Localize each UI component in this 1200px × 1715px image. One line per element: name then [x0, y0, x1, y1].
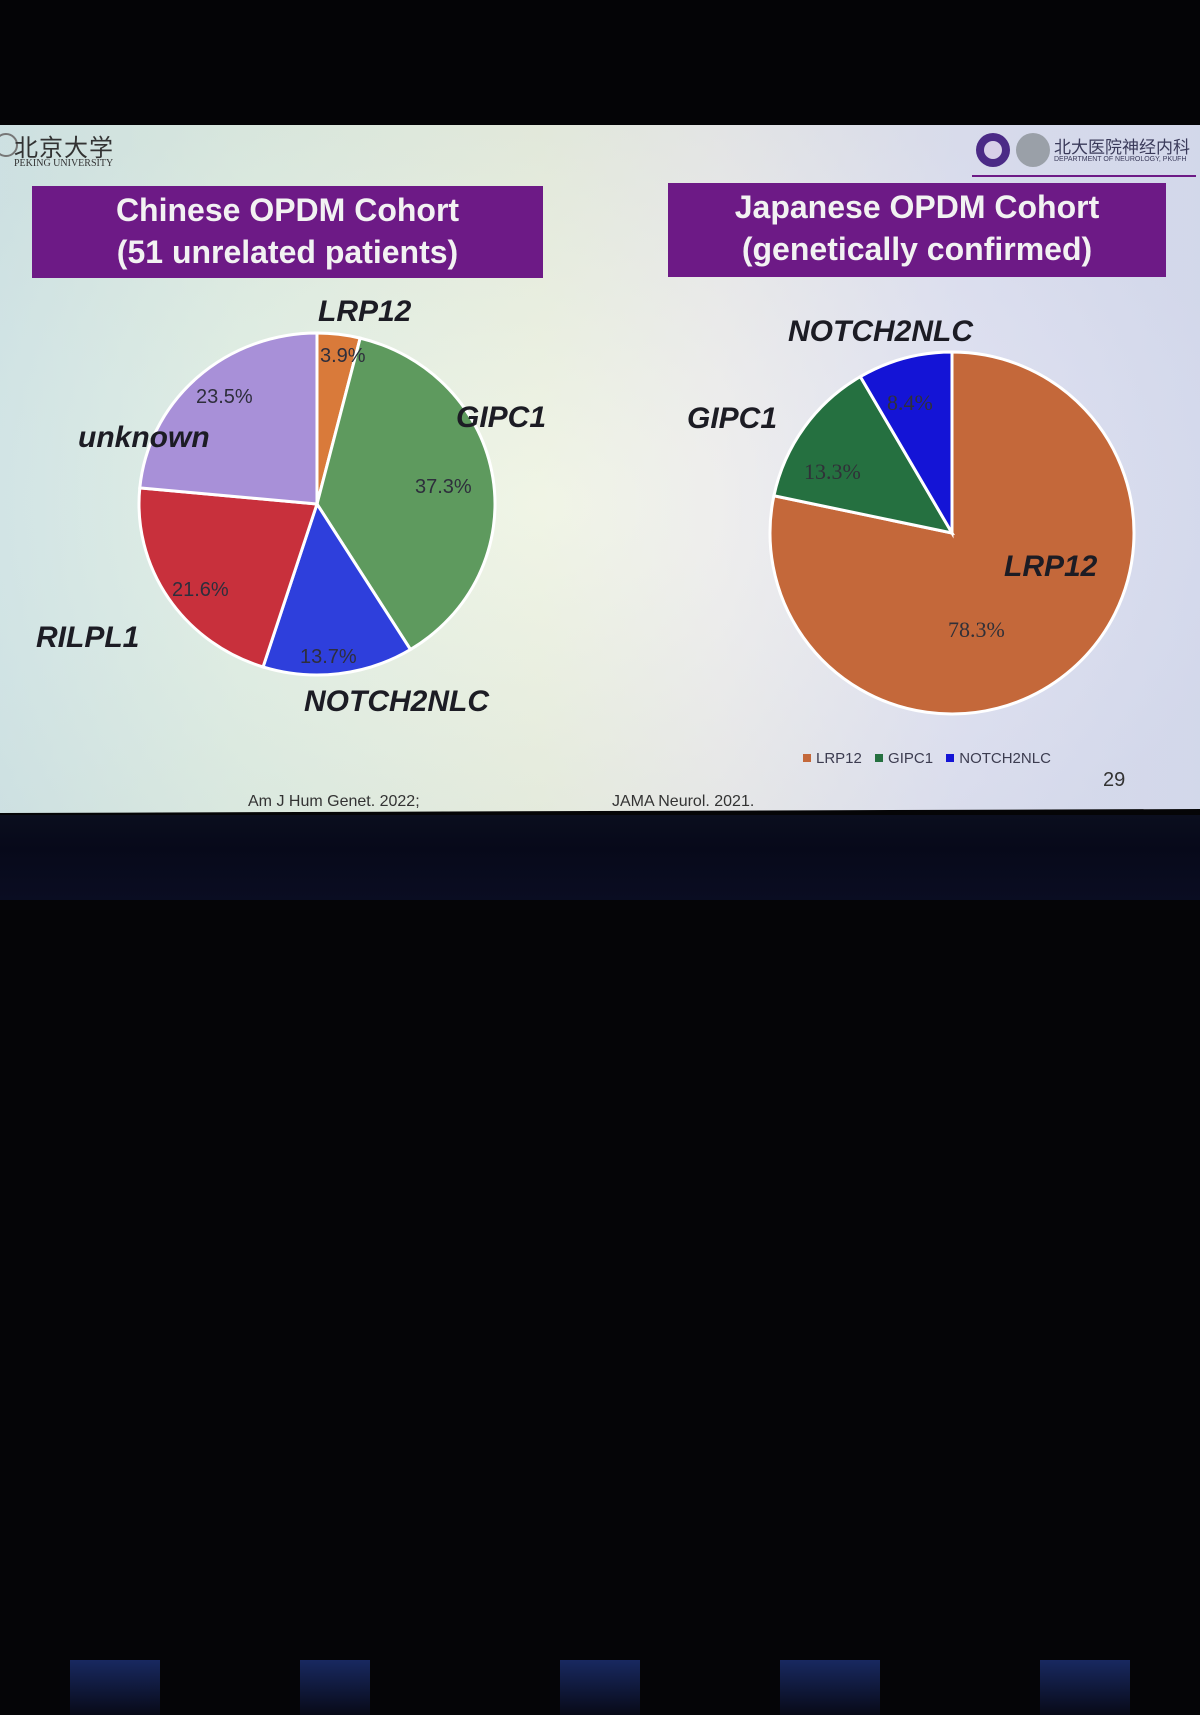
stage-light: [70, 1660, 160, 1715]
legend-item-notch2nlc: NOTCH2NLC: [946, 750, 1051, 767]
left-pct-gipc1: 37.3%: [415, 476, 472, 498]
stage-background-bottom: [0, 815, 1200, 1715]
legend-item-gipc1: GIPC1: [875, 750, 933, 767]
legend-item-lrp12: LRP12: [803, 750, 862, 767]
stage-light: [300, 1660, 370, 1715]
left-label-gipc1: GIPC1: [456, 401, 547, 434]
left-label-rilpl1: RILPL1: [36, 621, 140, 654]
reference-left: Am J Hum Genet. 2022;: [248, 793, 420, 810]
left-slice-rilpl1: [137, 486, 320, 669]
university-name-cn: 北京大学: [14, 134, 114, 162]
left-slice-notch2nlc: [261, 500, 413, 677]
legend-swatch-lrp12: [803, 754, 811, 762]
right-pct-gipc1: 13.3%: [804, 459, 861, 484]
right-pct-lrp12: 78.3%: [948, 617, 1005, 642]
left-title-line-2: (51 unrelated patients): [116, 234, 459, 270]
right-label-lrp12: LRP12: [1004, 550, 1098, 583]
department-name-en: DEPARTMENT OF NEUROLOGY, PKUFH: [1054, 156, 1187, 163]
hospital-emblem-inner: [984, 141, 1002, 159]
right-chart-legend: LRP12 GIPC1 NOTCH2NLC: [803, 750, 1060, 767]
logo-underline: [972, 175, 1196, 177]
legend-label-notch2nlc: NOTCH2NLC: [959, 750, 1051, 767]
right-label-gipc1: GIPC1: [687, 402, 778, 435]
presentation-slide: 北京大学 PEKING UNIVERSITY 北大医院神经内科 DEPARTME…: [0, 125, 1200, 813]
chinese-cohort-pie-chart: [137, 331, 497, 677]
page-number: 29: [1103, 769, 1126, 791]
stage-light: [780, 1660, 880, 1715]
university-name-en: PEKING UNIVERSITY: [14, 158, 114, 169]
japanese-cohort-pie-chart: [768, 350, 1136, 716]
right-slice-notch2nlc: [858, 350, 954, 539]
stage-light: [1040, 1660, 1130, 1715]
right-pct-notch2nlc: 8.4%: [887, 390, 933, 415]
left-slice-unknown: [138, 331, 319, 506]
right-slice-gipc1: [772, 374, 956, 536]
department-name-cn: 北大医院神经内科: [1054, 138, 1190, 158]
legend-label-lrp12: LRP12: [816, 750, 862, 767]
right-chart-title: Japanese OPDM Cohort (genetically confir…: [668, 183, 1166, 277]
right-label-notch2nlc: NOTCH2NLC: [788, 315, 973, 348]
left-pct-unknown: 23.5%: [196, 386, 253, 408]
left-pct-lrp12: 3.9%: [320, 345, 366, 367]
reference-right: JAMA Neurol. 2021.: [612, 793, 755, 810]
left-pct-rilpl1: 21.6%: [172, 579, 229, 601]
left-label-lrp12: LRP12: [318, 295, 412, 328]
left-chart-title: Chinese OPDM Cohort (51 unrelated patien…: [32, 186, 543, 278]
stage-light: [560, 1660, 640, 1715]
right-title-line-1: Japanese OPDM Cohort: [734, 189, 1100, 225]
left-pct-notch2nlc: 13.7%: [300, 646, 357, 668]
legend-label-gipc1: GIPC1: [888, 750, 934, 767]
university-seal-icon: [0, 133, 18, 157]
left-label-notch2nlc: NOTCH2NLC: [304, 685, 489, 718]
legend-swatch-gipc1: [875, 754, 884, 762]
department-logo: 北大医院神经内科 DEPARTMENT OF NEUROLOGY, PKUFH: [972, 129, 1196, 177]
right-title-line-2: (genetically confirmed): [741, 231, 1093, 267]
left-label-unknown: unknown: [78, 421, 210, 454]
left-title-line-1: Chinese OPDM Cohort: [115, 192, 460, 228]
neurology-emblem-icon: [1016, 133, 1050, 167]
stage-background-top: [0, 0, 1200, 125]
legend-swatch-notch2nlc: [946, 754, 955, 762]
